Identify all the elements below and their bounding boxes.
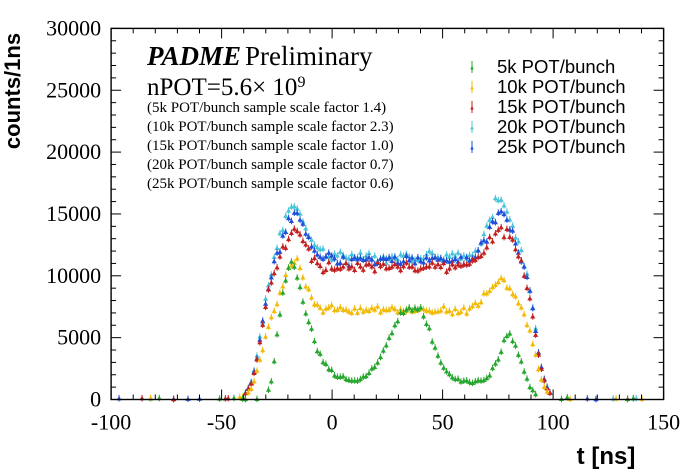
svg-text:PADME: PADME [146, 41, 241, 71]
svg-text:10000: 10000 [46, 263, 101, 288]
svg-text:15k POT/bunch: 15k POT/bunch [497, 96, 626, 117]
svg-text:nPOT=5.6× 109: nPOT=5.6× 109 [147, 74, 305, 102]
svg-text:5000: 5000 [57, 325, 101, 350]
svg-text:100: 100 [537, 410, 570, 435]
svg-text:counts/1ns: counts/1ns [0, 33, 25, 149]
svg-text:5k POT/bunch: 5k POT/bunch [497, 56, 615, 77]
svg-text:25000: 25000 [46, 77, 101, 102]
svg-text:10k POT/bunch: 10k POT/bunch [497, 76, 626, 97]
svg-text:30000: 30000 [46, 15, 101, 40]
svg-text:(5k POT/bunch sample scale fac: (5k POT/bunch sample scale factor 1.4) [147, 100, 386, 116]
svg-text:150: 150 [647, 410, 680, 435]
svg-text:0: 0 [327, 410, 338, 435]
svg-text:(10k POT/bunch sample scale fa: (10k POT/bunch sample scale factor 2.3) [147, 119, 394, 135]
svg-text:(15k POT/bunch sample scale fa: (15k POT/bunch sample scale factor 1.0) [147, 138, 394, 154]
svg-text:0: 0 [90, 387, 101, 412]
svg-text:t [ns]: t [ns] [577, 443, 636, 470]
svg-text:20k POT/bunch: 20k POT/bunch [497, 116, 626, 137]
svg-text:20000: 20000 [46, 139, 101, 164]
svg-text:15000: 15000 [46, 201, 101, 226]
svg-text:(25k POT/bunch sample scale fa: (25k POT/bunch sample scale factor 0.6) [147, 176, 394, 192]
svg-text:Preliminary: Preliminary [245, 41, 373, 71]
svg-text:-100: -100 [91, 410, 131, 435]
svg-text:(20k POT/bunch sample scale fa: (20k POT/bunch sample scale factor 0.7) [147, 157, 394, 173]
svg-text:-50: -50 [207, 410, 236, 435]
svg-text:50: 50 [432, 410, 454, 435]
svg-text:25k POT/bunch: 25k POT/bunch [497, 136, 626, 157]
